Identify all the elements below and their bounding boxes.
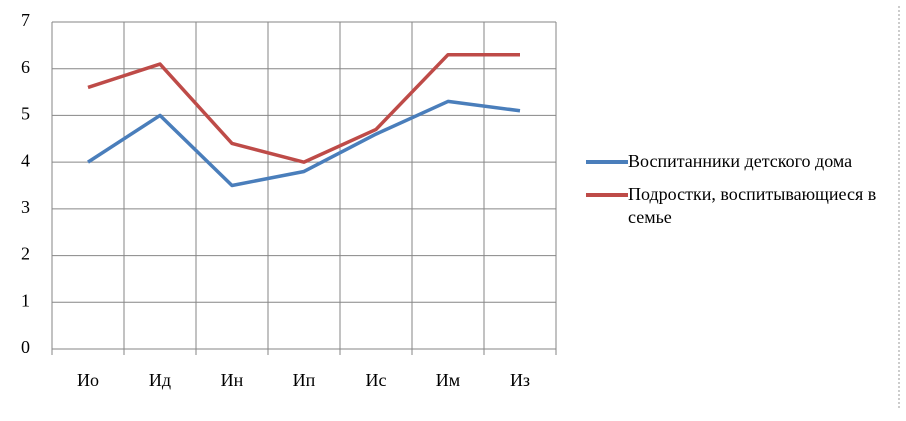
legend-label: Подростки, воспитывающиеся в семье (628, 184, 877, 227)
x-tick-label: Им (436, 370, 460, 390)
y-tick-label: 5 (21, 104, 30, 124)
legend-item: Подростки, воспитывающиеся в семье (586, 183, 886, 229)
legend-swatch (586, 193, 628, 197)
x-tick-label: Ид (149, 370, 171, 390)
y-tick-label: 2 (21, 244, 30, 264)
legend-swatch (586, 160, 628, 164)
x-tick-label: Ип (293, 370, 316, 390)
x-tick-label: Ин (221, 370, 244, 390)
series-line (87, 52, 520, 164)
x-tick-label: Ио (77, 370, 99, 390)
series-line (87, 99, 521, 188)
y-tick-label: 3 (21, 197, 30, 217)
y-tick-label: 6 (21, 57, 30, 77)
y-tick-label: 0 (21, 337, 30, 357)
legend-item: Воспитанники детского дома (586, 150, 886, 173)
legend-label: Воспитанники детского дома (628, 151, 853, 171)
legend: Воспитанники детского дома Подростки, вос… (586, 150, 886, 239)
x-tick-label: Ис (366, 370, 387, 390)
y-tick-label: 7 (21, 10, 30, 30)
y-tick-label: 1 (21, 290, 30, 310)
x-tick-label: Из (510, 370, 530, 390)
y-tick-label: 4 (21, 150, 30, 170)
